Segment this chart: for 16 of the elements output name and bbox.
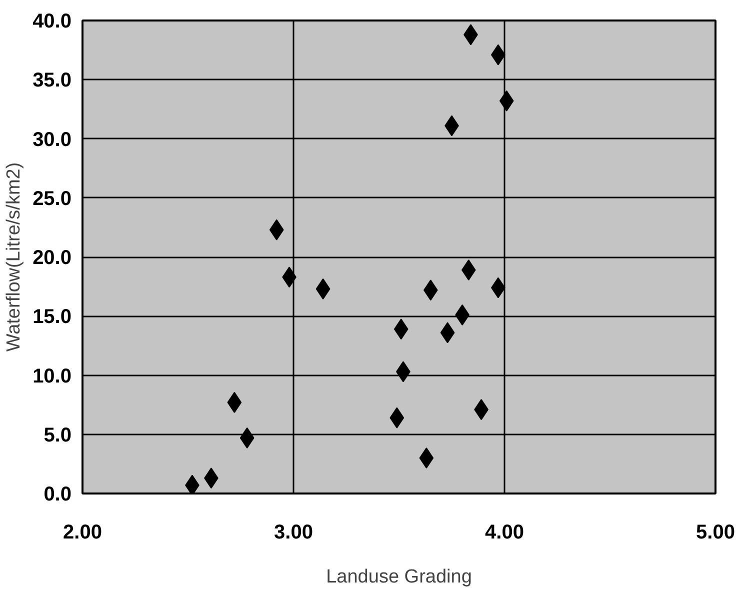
y-tick-label: 30.0 bbox=[32, 128, 72, 151]
x-tick-label: 2.00 bbox=[63, 522, 102, 544]
x-axis-title: Landuse Grading bbox=[326, 566, 472, 588]
y-tick-label: 25.0 bbox=[32, 188, 72, 210]
y-tick-label: 0.0 bbox=[44, 484, 72, 506]
point bbox=[185, 474, 200, 494]
y-tick-label: 15.0 bbox=[32, 306, 72, 328]
y-tick-label: 35.0 bbox=[32, 70, 72, 92]
x-tick-label: 5.00 bbox=[696, 522, 735, 544]
y-tick-label: 40.0 bbox=[32, 10, 72, 32]
y-tick-label: 5.0 bbox=[44, 424, 72, 446]
y-tick-label: 10.0 bbox=[32, 365, 72, 388]
y-axis-title: Waterflow(Litre/s/km2) bbox=[4, 162, 25, 352]
y-tick-label: 20.0 bbox=[32, 247, 72, 269]
x-tick-label: 4.00 bbox=[485, 522, 524, 544]
x-tick-label: 3.00 bbox=[274, 522, 313, 544]
